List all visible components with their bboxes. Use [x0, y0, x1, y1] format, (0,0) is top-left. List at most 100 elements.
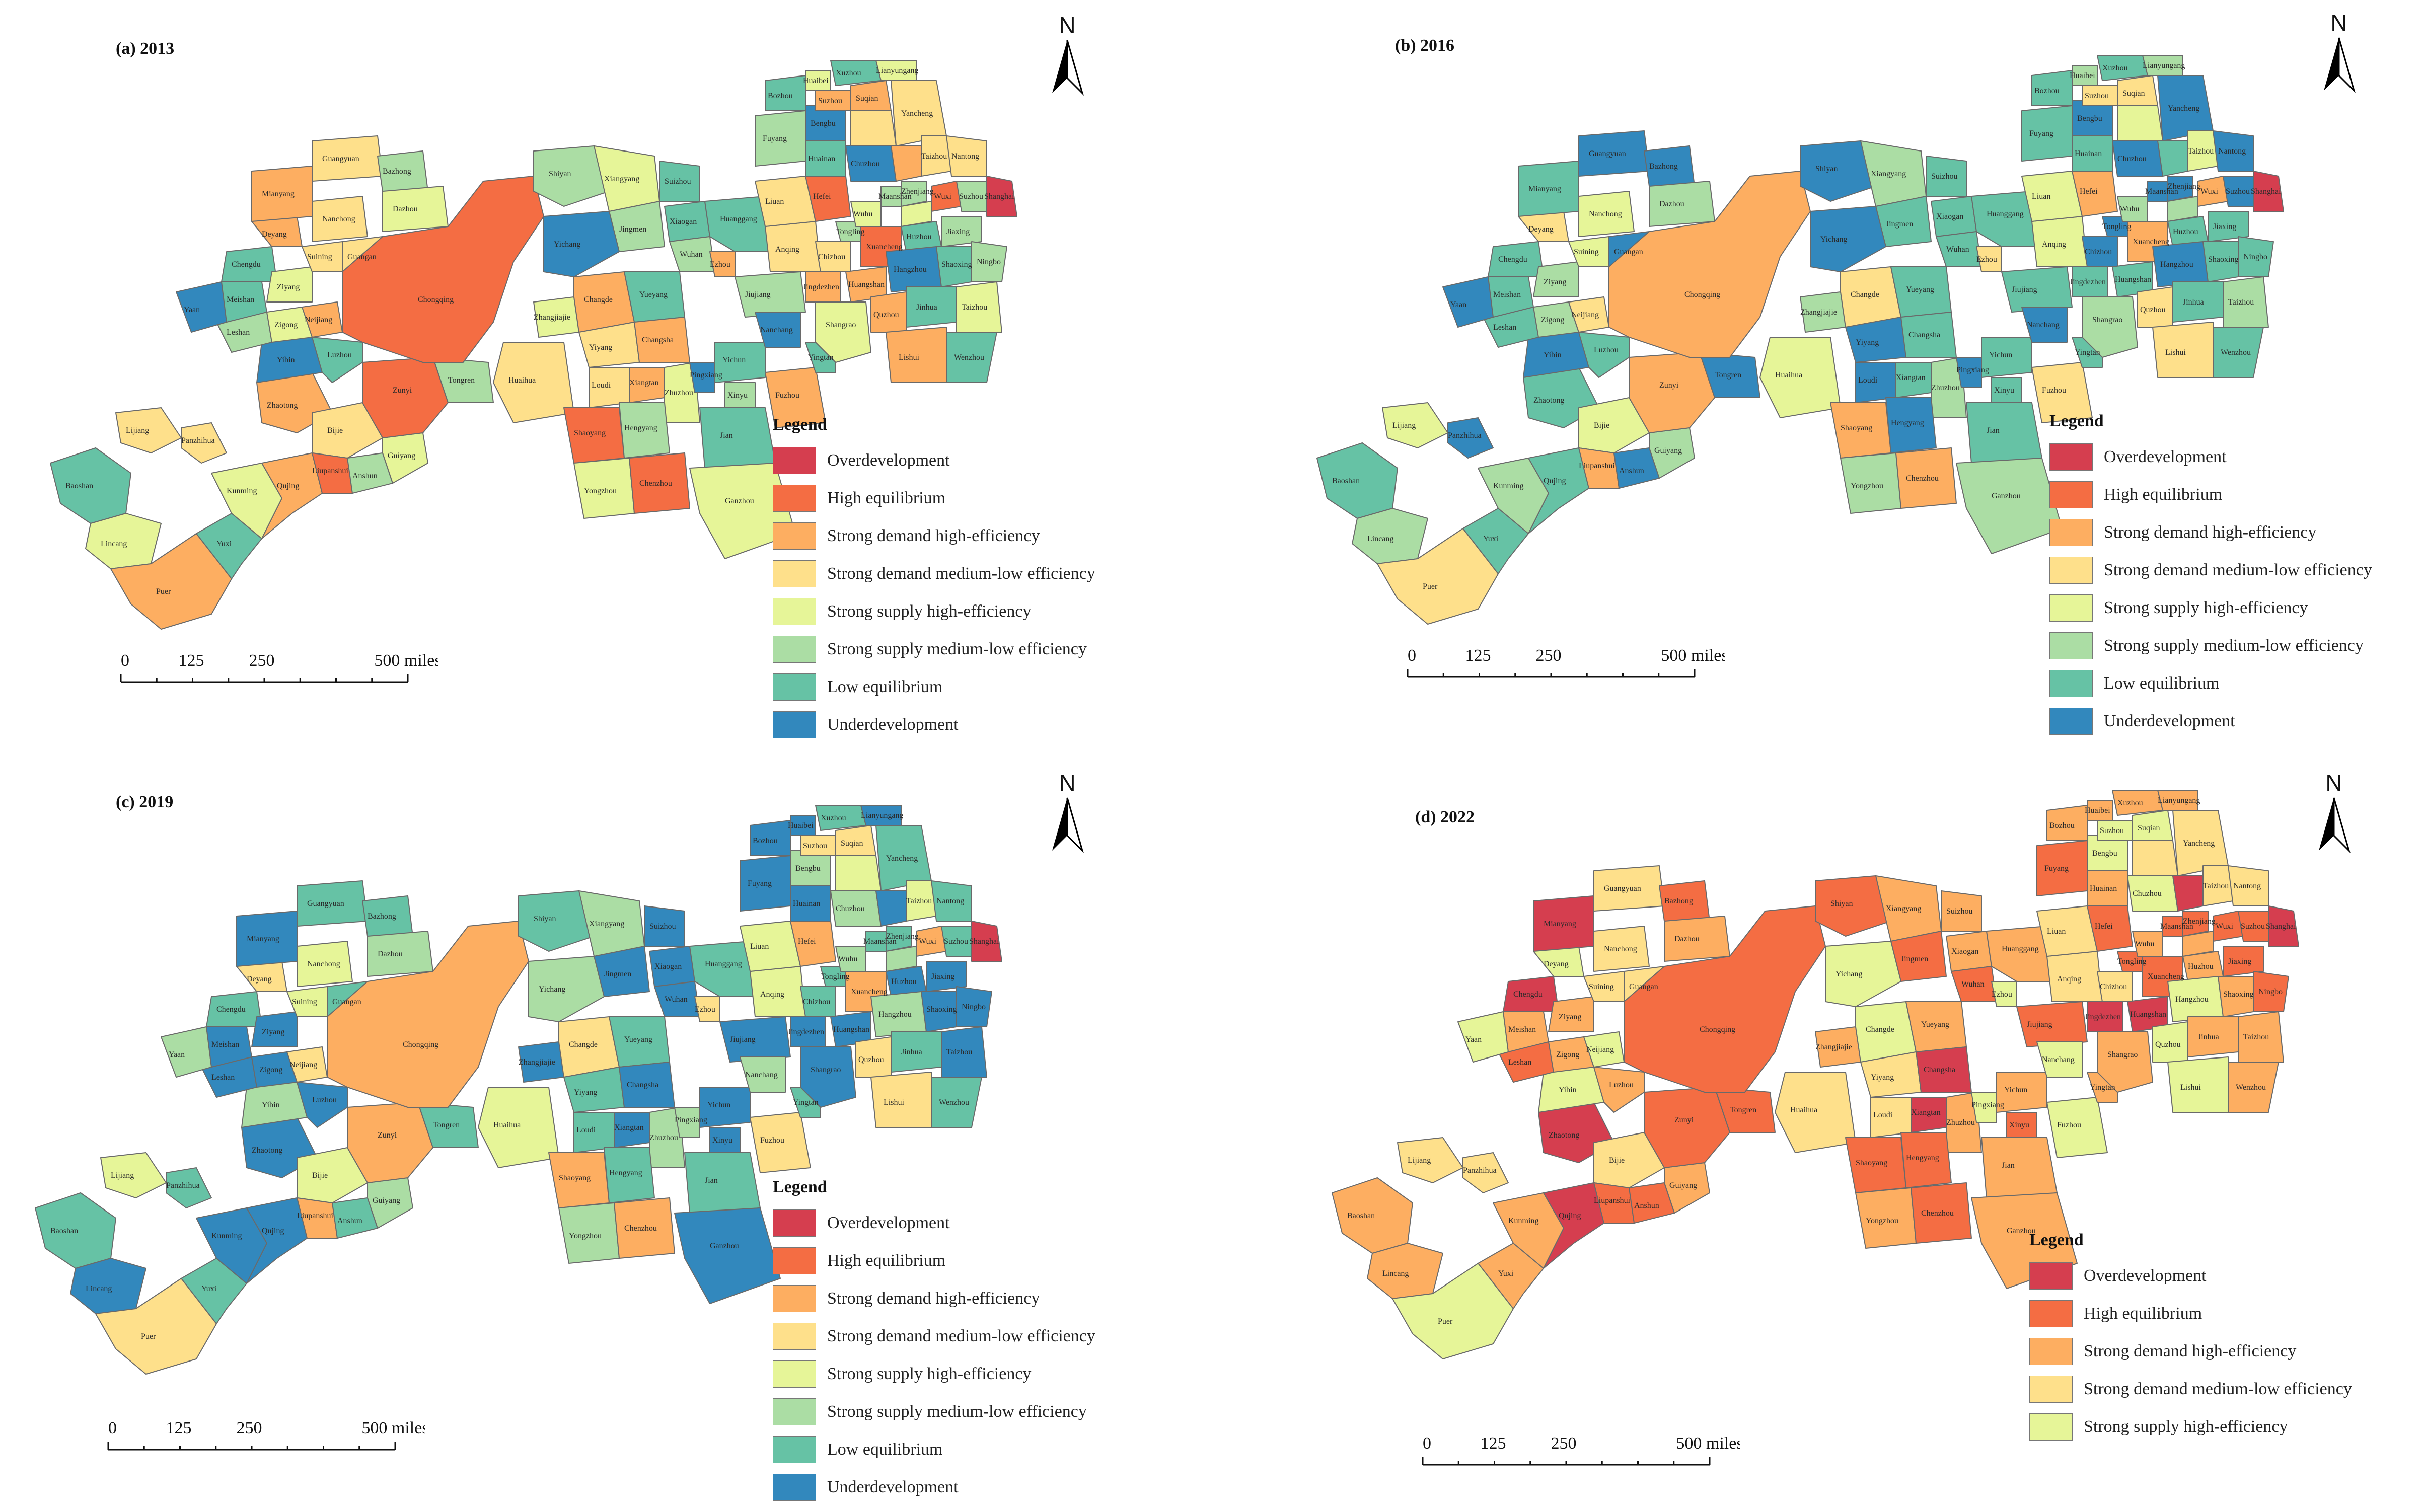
- city-label: Suqian: [2122, 89, 2145, 98]
- city-label: Guiyang: [1654, 446, 1682, 455]
- map-region: [2157, 140, 2188, 177]
- legend-swatch: [773, 597, 816, 625]
- map-region: [2021, 171, 2083, 222]
- city-label: Chengdu: [232, 260, 261, 269]
- city-label: Meishan: [1508, 1025, 1536, 1034]
- city-label: Yuxi: [216, 540, 232, 548]
- city-label: Yichang: [1820, 235, 1847, 244]
- city-label: Wenzhou: [954, 353, 984, 362]
- scale-label: 500 miles: [374, 651, 438, 670]
- city-label: Meishan: [227, 295, 254, 304]
- legend-swatch: [2029, 1375, 2073, 1403]
- svg-text:N: N: [2330, 10, 2347, 36]
- map-region: [2238, 1011, 2284, 1063]
- city-label: Changde: [569, 1040, 598, 1049]
- city-label: Anqing: [2057, 975, 2081, 984]
- city-label: Shiyan: [1830, 899, 1853, 908]
- city-label: Zunyi: [1659, 381, 1679, 390]
- city-label: Chuzhou: [2117, 155, 2147, 163]
- map-region: [1895, 447, 1957, 509]
- map-region: [604, 1147, 655, 1203]
- city-label: Yichang: [1835, 970, 1862, 978]
- map-region: [735, 271, 806, 318]
- city-label: Nanchong: [1604, 945, 1637, 953]
- city-label: Xiangyang: [604, 175, 639, 183]
- city-label: Yiyang: [1871, 1073, 1894, 1082]
- city-label: Suining: [1589, 982, 1614, 991]
- city-label: Shanghai: [2251, 187, 2281, 196]
- legend-label: Low equilibrium: [827, 1440, 943, 1459]
- city-label: Yancheng: [2168, 104, 2199, 113]
- map-region: [659, 161, 700, 202]
- city-label: Lianyungang: [2143, 61, 2185, 70]
- city-label: Chongqing: [1684, 290, 1720, 299]
- city-label: Yibin: [1559, 1086, 1577, 1094]
- city-label: Kunming: [211, 1232, 242, 1240]
- scale-bar: 0 125 250 500 miles: [1422, 1434, 1740, 1466]
- svg-text:N: N: [1059, 770, 1075, 796]
- legend-label: Strong demand high-efficiency: [827, 1289, 1040, 1308]
- city-label: Shiyan: [1815, 165, 1838, 173]
- city-label: Taizhou: [962, 303, 987, 312]
- city-label: Suzhou: [2100, 826, 2124, 835]
- legend-title: Legend: [773, 415, 827, 434]
- city-label: Quzhou: [2140, 306, 2166, 314]
- city-label: Wuhu: [838, 955, 857, 963]
- city-label: Shaoxing: [2223, 990, 2253, 999]
- map-region: [1608, 171, 1811, 358]
- map-region: [166, 1167, 212, 1208]
- city-label: Liupanshui: [312, 467, 349, 475]
- map-region: [1956, 458, 2063, 554]
- city-label: Yueyang: [624, 1035, 652, 1044]
- city-label: Neijiang: [1586, 1045, 1614, 1054]
- legend-label: Overdevelopment: [827, 450, 950, 470]
- city-label: Shanghai: [2266, 922, 2296, 931]
- map-region: [901, 181, 927, 207]
- map-region: [931, 1077, 982, 1128]
- legend-item: High equilibrium: [2029, 1295, 2352, 1332]
- city-label: Zhenjiang: [886, 932, 919, 941]
- city-label: Wenzhou: [939, 1098, 969, 1107]
- city-label: Huzhou: [906, 233, 932, 241]
- city-label: Loudi: [576, 1126, 596, 1135]
- city-label: Huanggang: [1987, 210, 2024, 218]
- map-region: [886, 926, 912, 952]
- city-label: Jiaxing: [931, 972, 954, 981]
- city-label: Jingmen: [1886, 220, 1913, 229]
- city-label: Luzhou: [1609, 1081, 1634, 1089]
- map-region: [518, 890, 595, 952]
- city-label: Wuhan: [1946, 245, 1969, 254]
- city-label: Baoshan: [65, 482, 93, 490]
- legend-title: Legend: [773, 1178, 827, 1196]
- city-label: Ziyang: [1559, 1013, 1581, 1021]
- city-label: Shaoyang: [574, 429, 606, 437]
- city-label: Yingtan: [793, 1098, 819, 1107]
- city-label: Suizhou: [1946, 907, 1972, 916]
- map-region: [901, 201, 932, 227]
- city-label: Meishan: [211, 1040, 239, 1049]
- city-label: Chenzhou: [624, 1224, 657, 1233]
- city-label: Anshun: [337, 1217, 362, 1225]
- city-label: Xuancheng: [851, 988, 888, 996]
- city-label: Chengdu: [1498, 255, 1527, 264]
- city-label: Bengbu: [795, 864, 821, 873]
- city-label: Nanchang: [2042, 1055, 2075, 1064]
- scale-label: 0: [121, 651, 129, 670]
- legend-label: Overdevelopment: [827, 1213, 950, 1232]
- city-label: Huainan: [2075, 149, 2102, 158]
- city-label: Yongzhou: [569, 1232, 602, 1240]
- city-label: Mianyang: [262, 190, 295, 198]
- map-region: [2268, 905, 2299, 947]
- map-region: [719, 1016, 791, 1063]
- city-label: Hangzhou: [2175, 995, 2209, 1004]
- city-label: Bijie: [1609, 1156, 1625, 1165]
- city-label: Lishui: [884, 1098, 904, 1107]
- city-label: Shaoyang: [1841, 424, 1872, 432]
- legend-swatch: [2029, 1337, 2073, 1365]
- city-label: Jian: [2002, 1161, 2015, 1170]
- city-label: Hangzhou: [894, 265, 927, 274]
- city-label: Zigong: [1556, 1050, 1579, 1059]
- map-region: [1971, 1092, 1997, 1123]
- city-label: Changde: [1851, 290, 1879, 299]
- city-label: Suzhou: [959, 192, 983, 201]
